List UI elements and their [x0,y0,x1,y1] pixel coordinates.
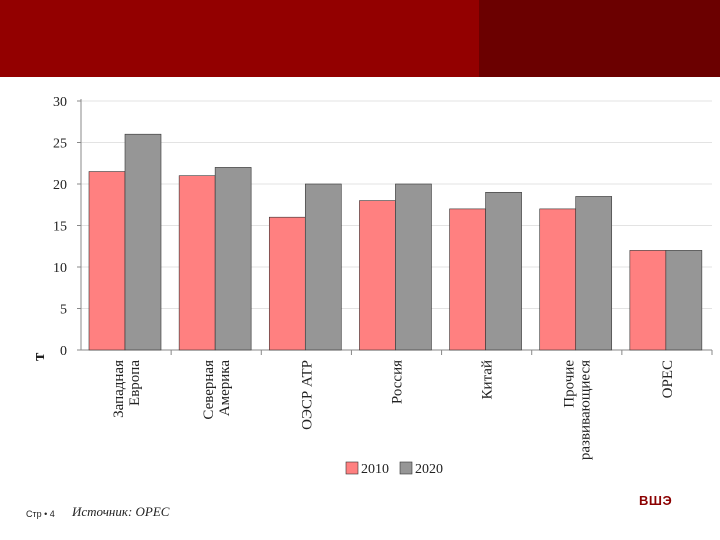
y-tick-label: 0 [60,344,67,359]
bar-2020 [304,183,342,351]
x-tick-label: Россия [389,360,405,404]
x-tick-label: OPEC [660,360,676,398]
legend-label: 2010 [361,462,389,477]
x-tick-label: Западная [111,360,127,418]
bar-2010 [88,171,126,351]
x-tick-label: Северная [201,360,217,420]
y-tick-label: 20 [53,178,67,193]
bar-2010 [359,200,396,351]
y-tick-label: 15 [53,220,67,235]
bar-2020 [485,192,522,351]
x-tick-label: ОЭСР АТР [299,360,315,430]
bar-2020 [665,250,703,351]
y-tick-label: 25 [53,137,67,152]
legend-label: 2020 [415,462,443,477]
page-number: Стр • 4 [26,509,55,519]
bar-2010 [539,208,577,351]
bar-2010 [268,216,306,351]
bar-2010 [629,250,667,351]
bar-2020 [575,196,613,351]
y-tick-label: 30 [53,95,67,110]
source-note: Источник: OPEC [72,504,170,519]
bar-2010 [178,175,216,351]
bar-2010 [449,208,486,351]
hse-logo: ВШЭ [639,493,673,508]
y-axis-label: т [29,352,48,361]
bar-2020 [124,133,162,351]
legend-swatch-2010 [345,461,359,475]
y-tick-label: 10 [53,261,67,276]
x-tick-label: Америка [217,360,233,417]
legend-swatch-2020 [399,461,413,475]
y-tick-label: 5 [60,303,67,318]
bar-2020 [214,167,252,351]
x-tick-label: Европа [127,360,143,406]
x-tick-label: Китай [480,360,496,399]
x-tick-label: Прочие [562,360,578,408]
header-banner-accent [479,0,720,77]
x-tick-label: развивающиеся [578,360,594,460]
bar-2020 [395,183,432,351]
